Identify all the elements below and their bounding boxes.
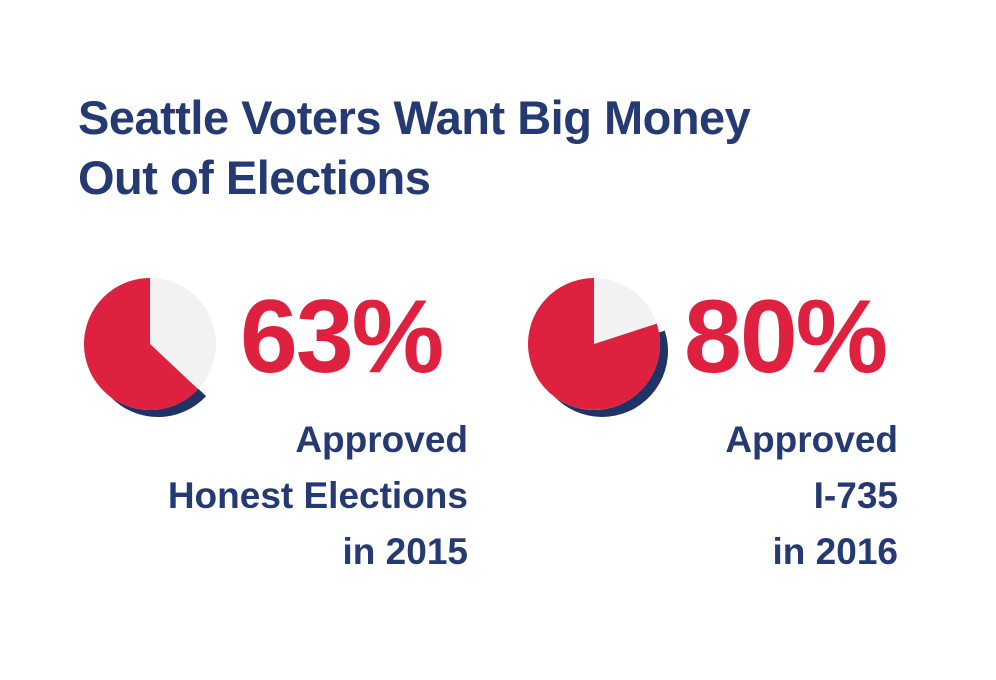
percent-label-2015: 63%: [240, 279, 444, 395]
pie-chart-2016: [528, 278, 668, 417]
title-line-2: Out of Elections: [78, 151, 431, 204]
caption-2015-line-2: Honest Elections: [167, 475, 468, 516]
pie-slice-approved: [528, 278, 660, 410]
caption-2015-line-1: Approved: [295, 419, 468, 460]
pie-chart-2015: [84, 278, 216, 417]
caption-2016-line-1: Approved: [725, 419, 898, 460]
caption-2016-line-3: in 2016: [772, 531, 898, 572]
pie-slice-approved: [84, 278, 199, 410]
caption-2015: Approved Honest Elections in 2015: [100, 412, 468, 580]
title-line-1: Seattle Voters Want Big Money: [78, 91, 751, 144]
caption-2015-line-3: in 2015: [342, 531, 468, 572]
chart-title: Seattle Voters Want Big Money Out of Ele…: [78, 88, 878, 208]
percent-label-2016: 80%: [684, 279, 888, 395]
caption-2016: Approved I-735 in 2016: [540, 412, 898, 580]
caption-2016-line-2: I-735: [813, 475, 898, 516]
